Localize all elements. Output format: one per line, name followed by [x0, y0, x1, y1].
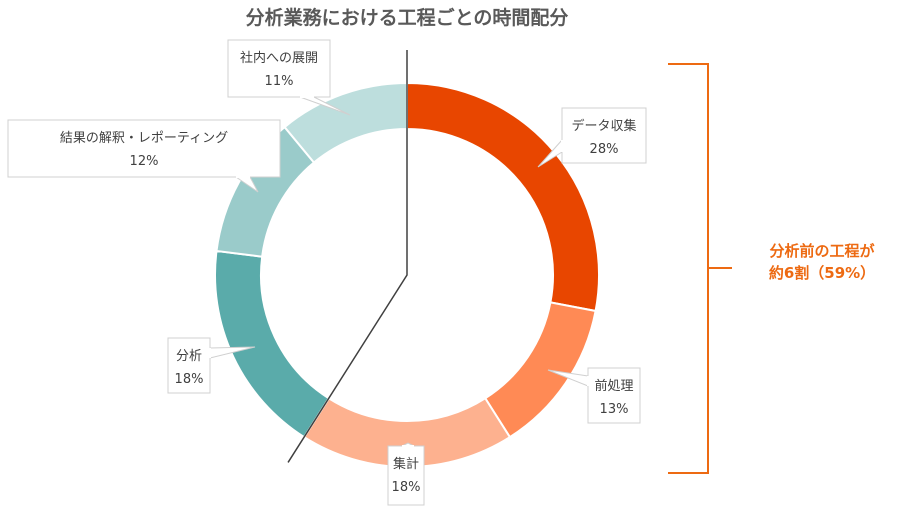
- slice-label: データ収集: [571, 118, 636, 134]
- callout-box: [587, 367, 641, 424]
- callout-box: [7, 119, 281, 178]
- data-label-callout: 分析 18%: [167, 337, 256, 394]
- annotation-text: 約6割（59%）: [769, 264, 875, 282]
- callout-box: [167, 337, 211, 394]
- slice-value: 13%: [600, 402, 629, 417]
- bracket: [668, 63, 709, 474]
- slice-value: 18%: [175, 372, 204, 387]
- data-label-callout: データ収集 28%: [537, 107, 647, 168]
- callout-box: [387, 445, 425, 506]
- slice-label: 結果の解釈・レポーティング: [60, 131, 228, 146]
- data-label-callout: 前処理 13%: [547, 367, 641, 424]
- slice-value: 18%: [392, 480, 421, 495]
- donut-slice-1: [483, 301, 597, 439]
- callout-box: [227, 39, 331, 98]
- annotation-text: 分析前の工程が: [769, 242, 875, 260]
- divider-line: [287, 50, 408, 463]
- slice-label: 社内への展開: [240, 50, 318, 66]
- slice-label: 前処理: [594, 378, 633, 394]
- slice-value: 28%: [590, 142, 619, 157]
- data-label-callout: 社内への展開 11%: [227, 39, 351, 116]
- slice-value: 11%: [265, 74, 294, 89]
- slice-value: 12%: [130, 154, 159, 169]
- data-label-callout: 結果の解釈・レポーティング 12%: [7, 119, 281, 193]
- data-label-callout: 集計 18%: [387, 442, 425, 506]
- donut-slice-3: [214, 249, 331, 439]
- callout-box: [561, 107, 647, 164]
- slice-label: 集計: [393, 456, 419, 472]
- slice-label: 分析: [176, 349, 202, 364]
- chart-title: 分析業務における工程ごとの時間配分: [246, 6, 569, 29]
